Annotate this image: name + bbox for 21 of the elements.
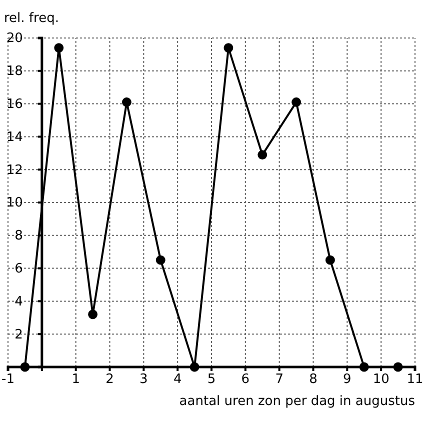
x-tick-label: 6 [241,372,250,388]
y-tick-label: 20 [6,31,23,46]
x-tick-label: 7 [275,372,284,388]
x-tick-label: 9 [343,372,352,388]
y-tick-label: 16 [6,96,23,112]
y-tick-label: 18 [6,64,23,80]
x-tick-label: 10 [372,372,390,388]
x-tick-label: 4 [173,372,182,388]
x-tick-label: 2 [106,372,114,388]
y-axis-title: rel. freq. [4,11,59,26]
x-tick-label: 8 [309,372,318,388]
x-tick-label: 3 [140,372,148,388]
y-tick-label: 10 [6,196,23,211]
x-tick-label: 1 [72,372,80,388]
y-tick-label: 12 [6,162,23,178]
x-tick-label: 11 [406,372,423,388]
x-tick-label: 5 [207,372,216,388]
x-axis-title: aantal uren zon per dag in augustus [179,394,416,409]
y-tick-label: 4 [14,294,23,310]
y-tick-label: 14 [6,130,23,145]
x-tick-label: -1 [2,372,14,388]
